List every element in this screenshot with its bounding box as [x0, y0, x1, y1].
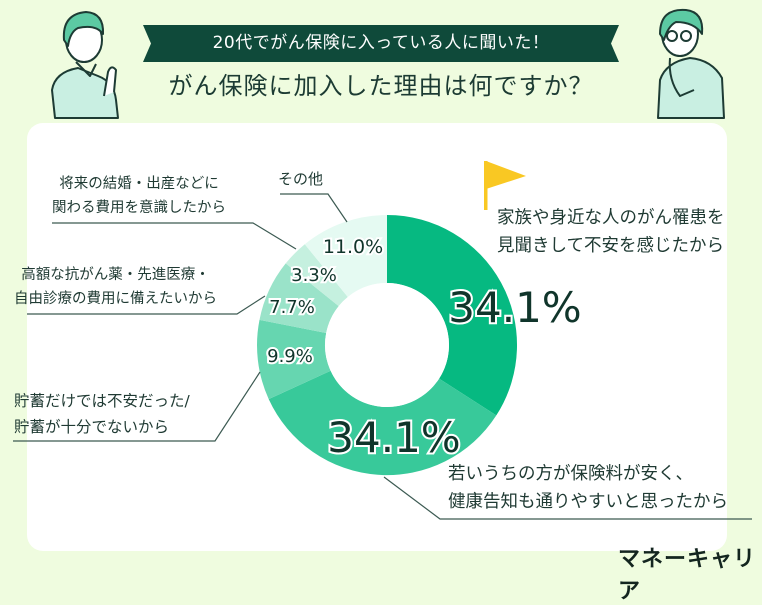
- slice-future[interactable]: [285, 244, 348, 307]
- page-title: がん保険に加入した理由は何ですか？: [168, 72, 594, 100]
- slice-family[interactable]: [387, 215, 518, 416]
- flag-icon: [484, 161, 526, 210]
- pct-young: 34.1%: [327, 413, 460, 462]
- donut-slices: [257, 215, 518, 476]
- pct-other: 11.0%: [323, 236, 383, 258]
- label-advanced: 高額な抗がん薬・先進医療・ 自由診療の費用に備えたいから: [14, 267, 217, 307]
- slice-young[interactable]: [268, 370, 497, 476]
- slice-advanced[interactable]: [259, 263, 339, 333]
- pct-advanced: 7.7%: [269, 297, 315, 318]
- leader-lines: [13, 193, 752, 520]
- brand-logo: マネーキャリア: [618, 547, 757, 604]
- label-savings: 貯蓄だけでは不安だった/ 貯蓄が十分でないから: [14, 392, 190, 436]
- subtitle-ribbon: 20代でがん保険に入っている人に聞いた！: [143, 25, 619, 62]
- label-family: 家族や身近な人のがん罹患を 見聞きして不安を感じたから: [497, 208, 725, 256]
- slice-other[interactable]: [304, 215, 387, 297]
- man-illustration-icon: [657, 8, 725, 119]
- characters-layer: [51, 8, 725, 119]
- label-other: その他: [278, 170, 324, 188]
- woman-illustration-icon: [51, 11, 119, 119]
- pct-savings: 9.9%: [267, 346, 313, 367]
- slice-savings[interactable]: [257, 319, 331, 400]
- label-future: 将来の結婚・出産などに 関わる費用を意識したから: [52, 176, 226, 216]
- pct-family: 34.1%: [448, 283, 581, 332]
- label-young: 若いうちの方が保険料が安く、 健康告知も通りやすいと思ったから: [448, 464, 728, 512]
- pct-future: 3.3%: [291, 265, 337, 286]
- donut-chart: 34.1% 34.1% 9.9% 7.7% 3.3% 11.0%: [13, 161, 752, 520]
